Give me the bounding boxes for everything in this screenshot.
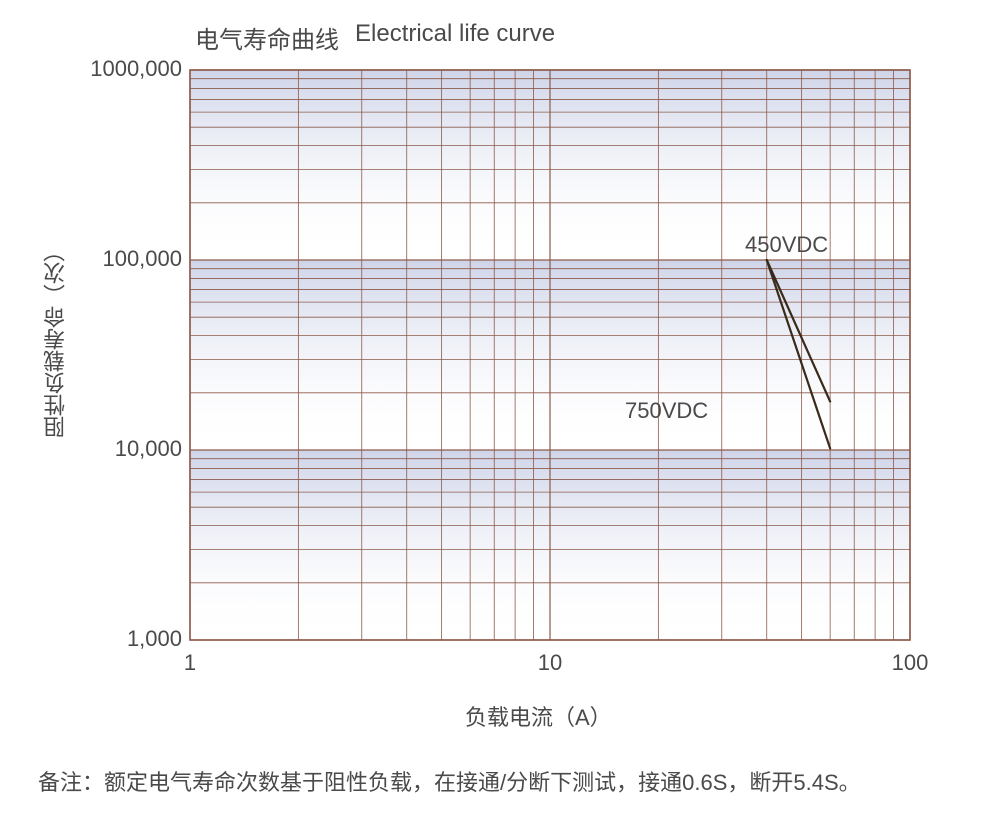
y-axis-label: 阻性负载寿命（次）: [40, 240, 72, 438]
chart-title-cn: 电气寿命曲线: [195, 20, 339, 55]
x-tick-label: 1: [170, 650, 210, 676]
x-axis-label: 负载电流（A）: [465, 700, 612, 732]
footnote: 备注：额定电气寿命次数基于阻性负载，在接通/分断下测试，接通0.6S，断开5.4…: [38, 765, 861, 797]
chart-title-en: Electrical life curve: [355, 20, 555, 48]
x-tick-label: 100: [890, 650, 930, 676]
chart-svg: [0, 0, 1000, 817]
series-label-450VDC: 450VDC: [745, 232, 828, 258]
y-tick-label: 1000,000: [90, 56, 182, 82]
electrical-life-chart: 电气寿命曲线 Electrical life curve 负载电流（A） 阻性负…: [0, 0, 1000, 817]
y-tick-label: 1,000: [127, 626, 182, 652]
series-label-750VDC: 750VDC: [625, 398, 708, 424]
x-tick-label: 10: [530, 650, 570, 676]
y-tick-label: 100,000: [102, 246, 182, 272]
y-tick-label: 10,000: [115, 436, 182, 462]
